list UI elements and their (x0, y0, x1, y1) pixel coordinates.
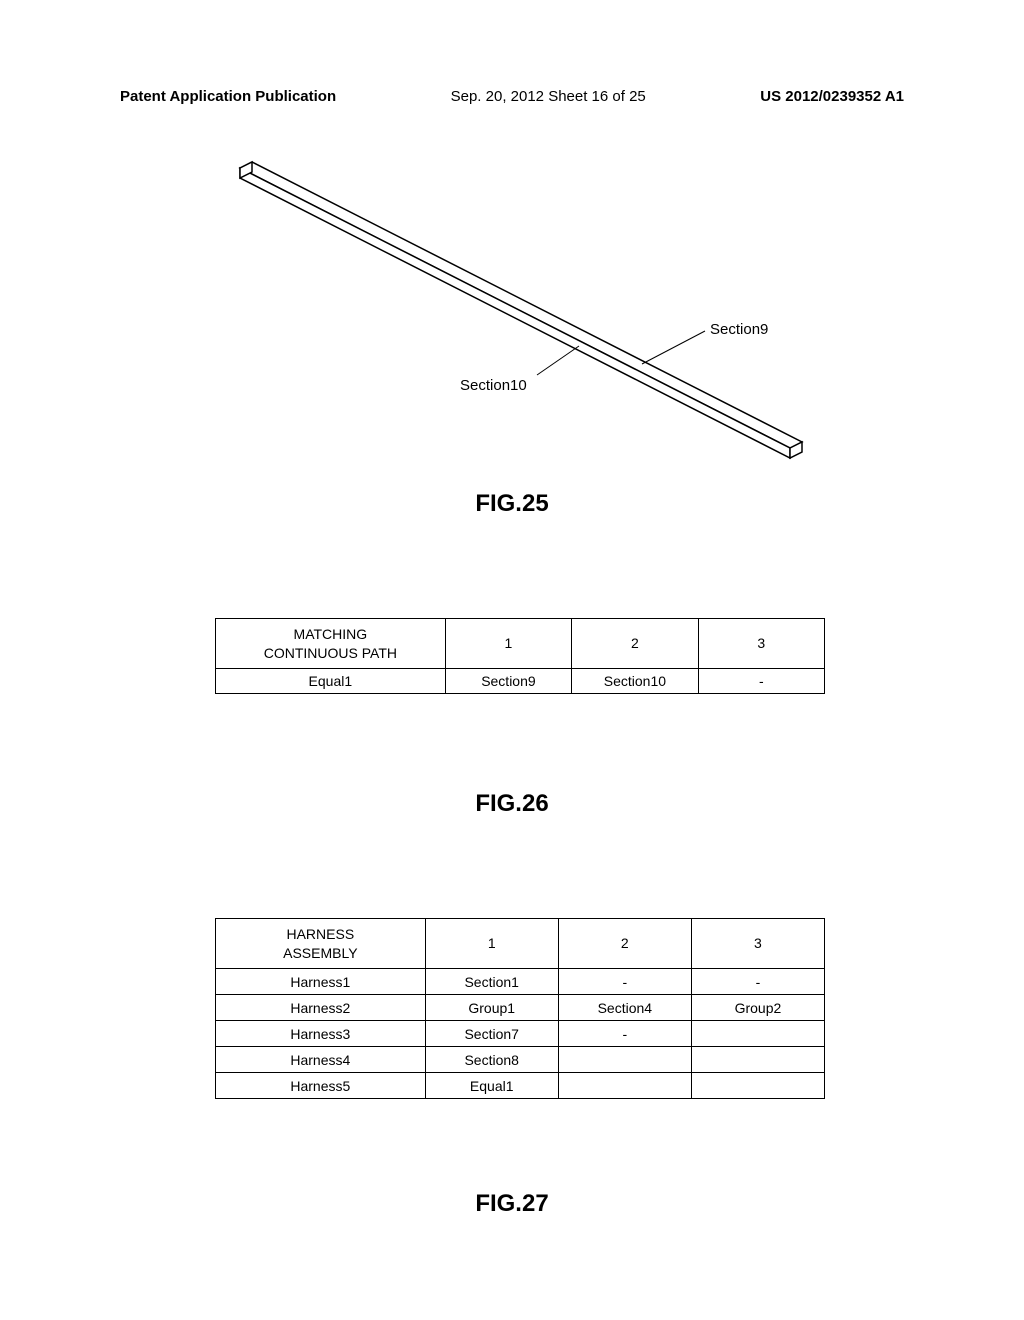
fig26-header-line2: CONTINUOUS PATH (264, 645, 397, 661)
fig27-r1-c2: Section4 (558, 995, 691, 1021)
fig27-r0-c2: - (558, 969, 691, 995)
fig27-r4-c2 (558, 1073, 691, 1099)
fig27-caption: FIG.27 (0, 1190, 1024, 1218)
callout-section9: Section9 (642, 321, 768, 364)
table-row: Harness5 Equal1 (216, 1073, 825, 1099)
fig27-r0-label: Harness1 (216, 969, 426, 995)
fig25-caption: FIG.25 (0, 490, 1024, 518)
fig27-r3-c3 (691, 1047, 824, 1073)
fig27-header-title: HARNESS ASSEMBLY (216, 919, 426, 969)
label-section10: Section10 (460, 377, 527, 394)
fig26-col-1: 1 (445, 619, 571, 669)
label-section9: Section9 (710, 321, 768, 338)
page-header: Patent Application Publication Sep. 20, … (120, 88, 904, 105)
fig26-caption: FIG.26 (0, 790, 1024, 818)
fig27-r2-c2: - (558, 1021, 691, 1047)
table-row: Harness2 Group1 Section4 Group2 (216, 995, 825, 1021)
fig27-r1-c3: Group2 (691, 995, 824, 1021)
bar-shape (240, 162, 802, 458)
fig26-col-2: 2 (572, 619, 698, 669)
fig25-diagram: Section9 Section10 (210, 150, 830, 480)
fig27-col-2: 2 (558, 919, 691, 969)
table-header-row: HARNESS ASSEMBLY 1 2 3 (216, 919, 825, 969)
fig26-col-3: 3 (698, 619, 824, 669)
fig27-header-line1: HARNESS (286, 926, 354, 942)
fig26-row0-c2: Section10 (572, 669, 698, 694)
fig27-r4-c3 (691, 1073, 824, 1099)
fig27-header-line2: ASSEMBLY (283, 945, 357, 961)
header-right: US 2012/0239352 A1 (760, 88, 904, 105)
fig27-r1-c1: Group1 (425, 995, 558, 1021)
fig27-r3-label: Harness4 (216, 1047, 426, 1073)
fig27-r3-c2 (558, 1047, 691, 1073)
fig27-r3-c1: Section8 (425, 1047, 558, 1073)
fig26-row0-c3: - (698, 669, 824, 694)
table-row: Equal1 Section9 Section10 - (216, 669, 825, 694)
fig26-row0-c1: Section9 (445, 669, 571, 694)
header-left: Patent Application Publication (120, 88, 336, 105)
callout-section10: Section10 (460, 346, 579, 394)
fig26-header-line1: MATCHING (294, 626, 368, 642)
fig27-r2-label: Harness3 (216, 1021, 426, 1047)
fig27-col-1: 1 (425, 919, 558, 969)
header-center: Sep. 20, 2012 Sheet 16 of 25 (451, 88, 646, 105)
fig27-r2-c1: Section7 (425, 1021, 558, 1047)
table-row: Harness3 Section7 - (216, 1021, 825, 1047)
fig27-r4-c1: Equal1 (425, 1073, 558, 1099)
fig27-r0-c1: Section1 (425, 969, 558, 995)
fig27-r0-c3: - (691, 969, 824, 995)
fig26-row0-label: Equal1 (216, 669, 446, 694)
fig27-r1-label: Harness2 (216, 995, 426, 1021)
fig26-table: MATCHING CONTINUOUS PATH 1 2 3 Equal1 Se… (215, 618, 825, 694)
table-row: Harness4 Section8 (216, 1047, 825, 1073)
fig27-r2-c3 (691, 1021, 824, 1047)
fig27-col-3: 3 (691, 919, 824, 969)
fig26-header-title: MATCHING CONTINUOUS PATH (216, 619, 446, 669)
table-row: Harness1 Section1 - - (216, 969, 825, 995)
fig27-r4-label: Harness5 (216, 1073, 426, 1099)
fig25-svg: Section9 Section10 (210, 150, 830, 480)
fig27-table: HARNESS ASSEMBLY 1 2 3 Harness1 Section1… (215, 918, 825, 1099)
table-header-row: MATCHING CONTINUOUS PATH 1 2 3 (216, 619, 825, 669)
